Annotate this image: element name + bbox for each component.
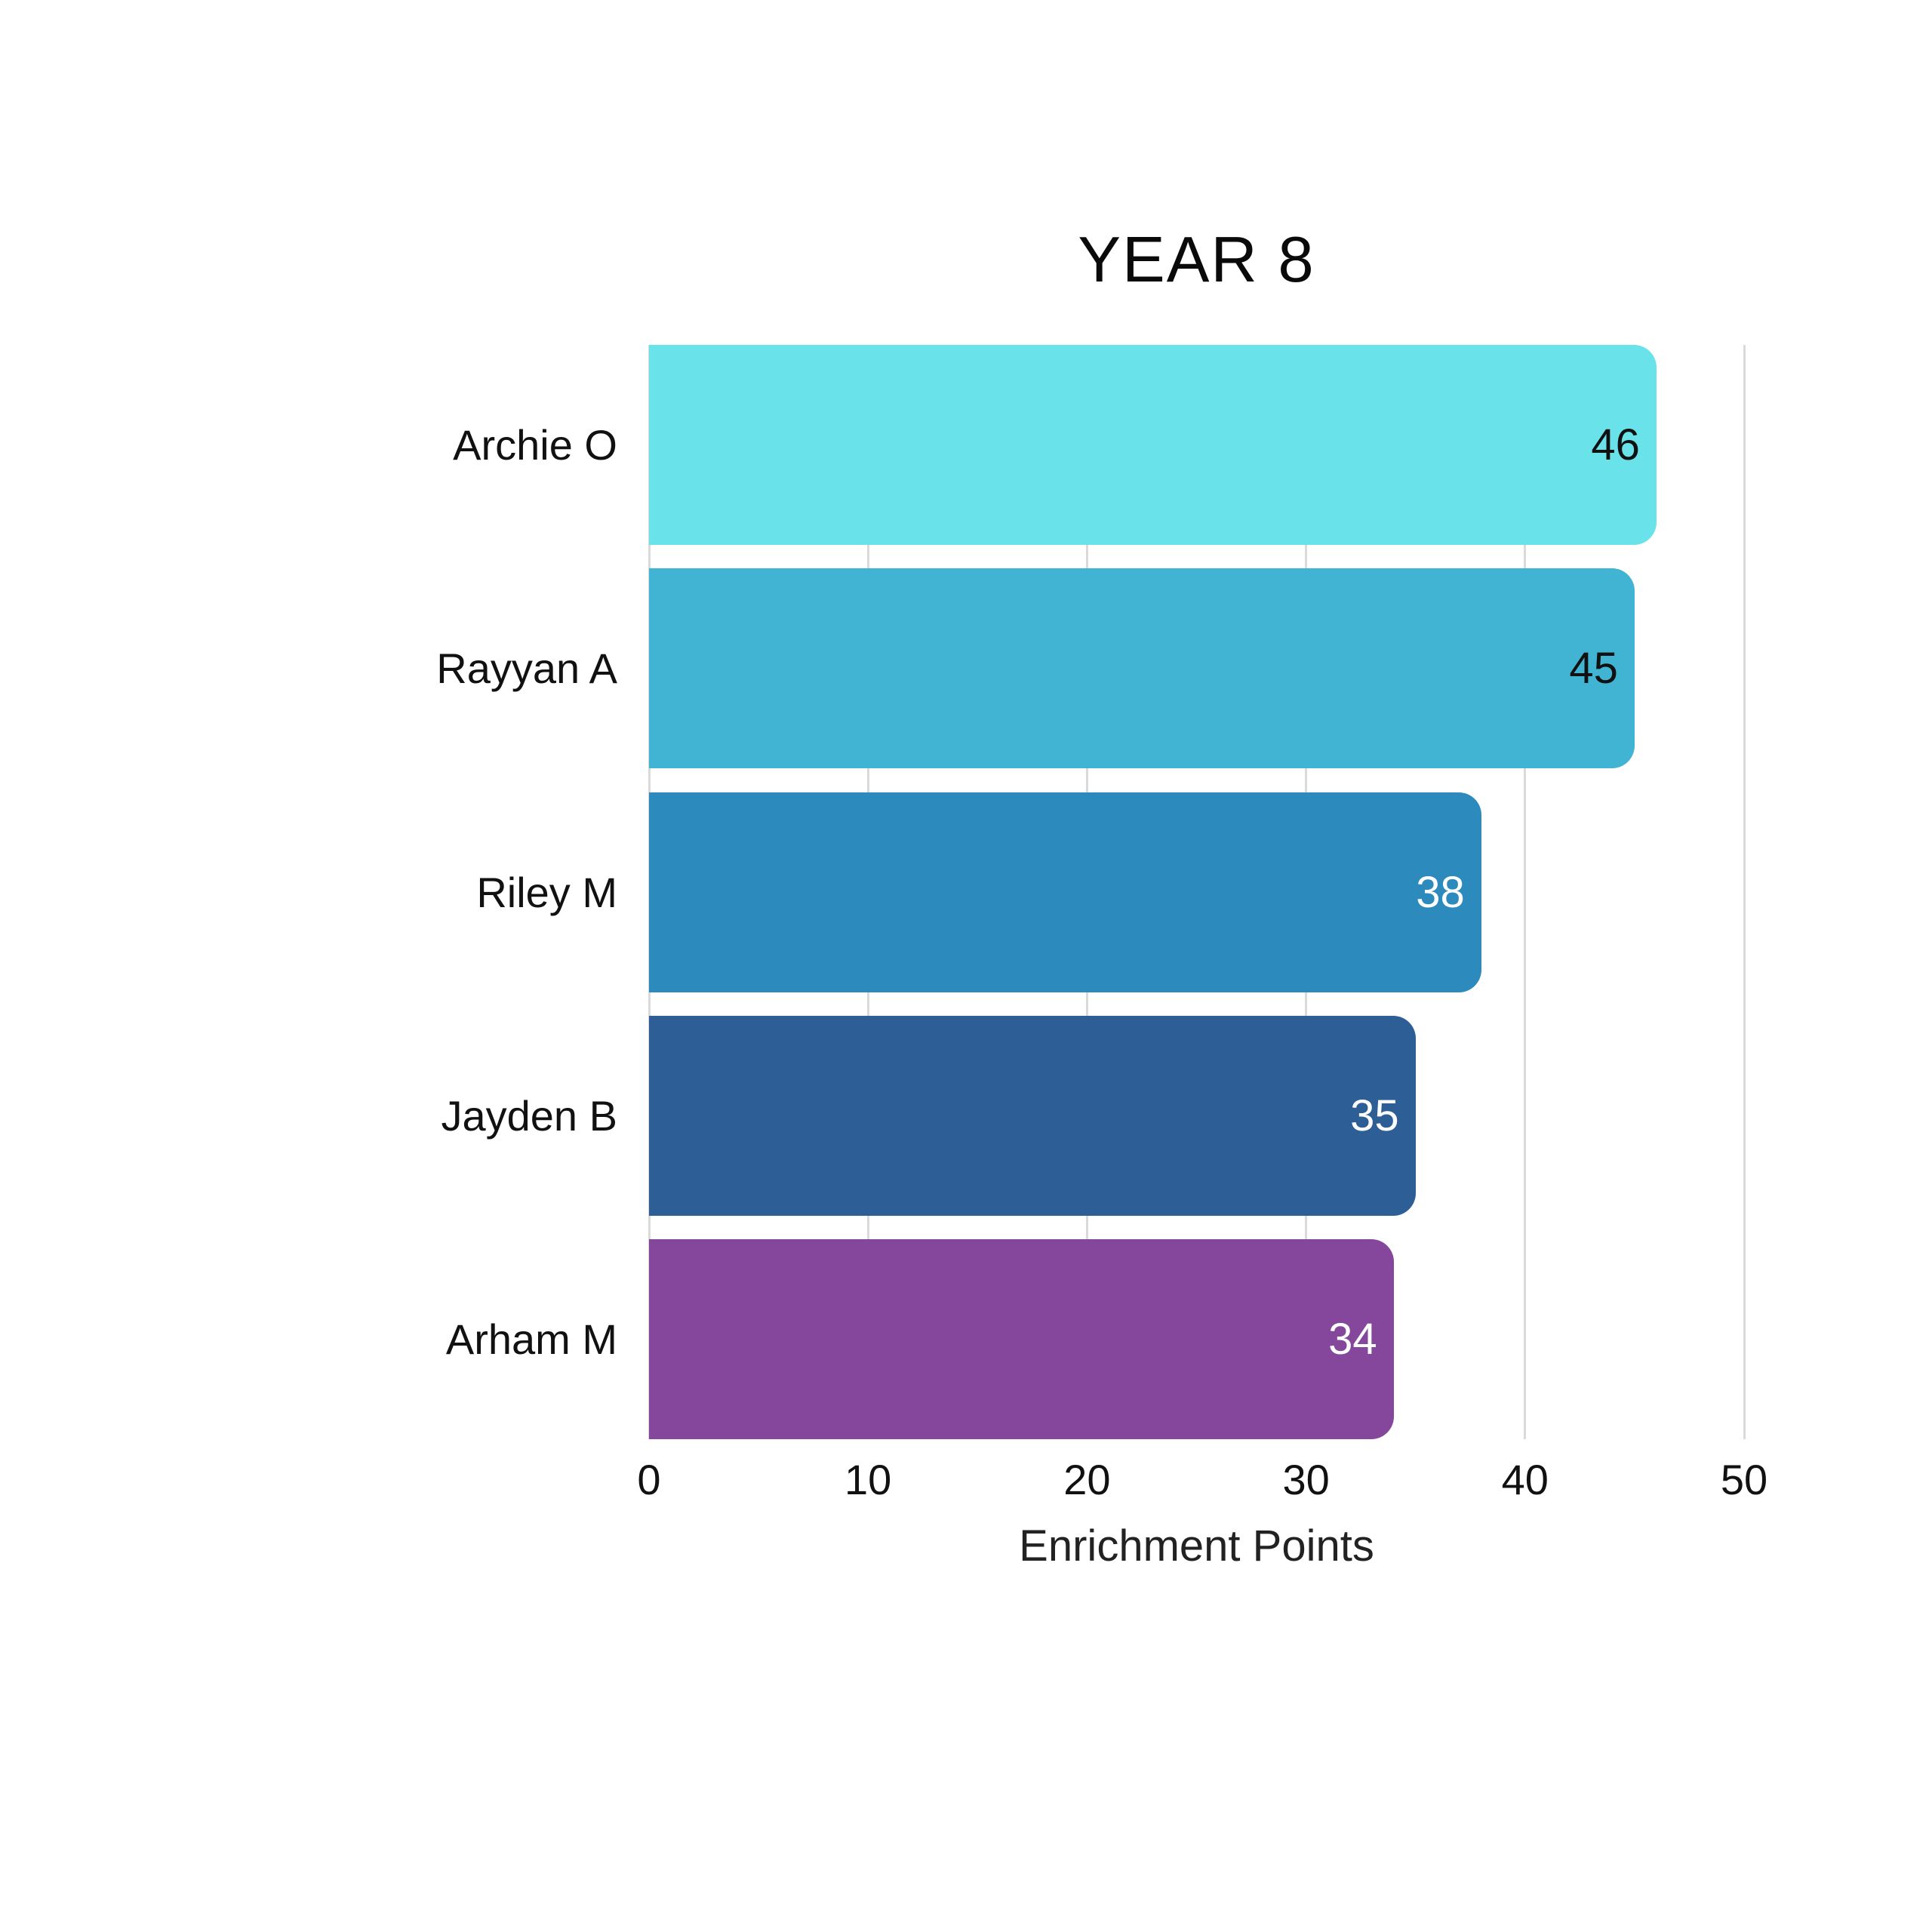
category-label-rayyan-a: Rayyan A [436,645,617,693]
x-tick-label-0: 0 [637,1456,661,1503]
x-axis-ticks: 0 10 20 30 40 50 [637,1455,1767,1508]
gridline-40 [1524,345,1527,1439]
x-tick-label-10: 10 [844,1456,892,1503]
category-label-jayden-b: Jayden B [441,1091,618,1140]
category-labels: Archie O Rayyan A Riley M Jayden B Arham M [0,345,617,1439]
x-axis-label: Enrichment Points [1019,1521,1374,1571]
category-label-archie-o: Archie O [453,421,617,469]
bar-archie-o: 46 [649,345,1657,545]
bar-value-arham-m: 34 [1328,1315,1377,1364]
bar-rayyan-a: 45 [649,568,1635,769]
bar-value-jayden-b: 35 [1350,1091,1399,1140]
bar-arham-m: 34 [649,1239,1394,1439]
x-tick-label-30: 30 [1282,1456,1330,1503]
x-tick-label-20: 20 [1063,1456,1111,1503]
bar-value-riley-m: 38 [1416,867,1465,917]
bar-riley-m: 38 [649,792,1481,992]
plot-area: 46 45 38 35 34 [648,345,1746,1439]
bar-value-archie-o: 46 [1591,420,1640,469]
category-label-arham-m: Arham M [445,1315,617,1363]
chart-title: YEAR 8 [1078,224,1315,296]
category-label-riley-m: Riley M [476,868,617,916]
bars-container: 46 45 38 35 34 [649,345,1744,1439]
bar-jayden-b: 35 [649,1015,1416,1216]
bar-value-rayyan-a: 45 [1569,644,1618,694]
gridline-50 [1743,345,1746,1439]
x-tick-label-40: 40 [1501,1456,1549,1503]
x-tick-label-50: 50 [1720,1456,1768,1503]
